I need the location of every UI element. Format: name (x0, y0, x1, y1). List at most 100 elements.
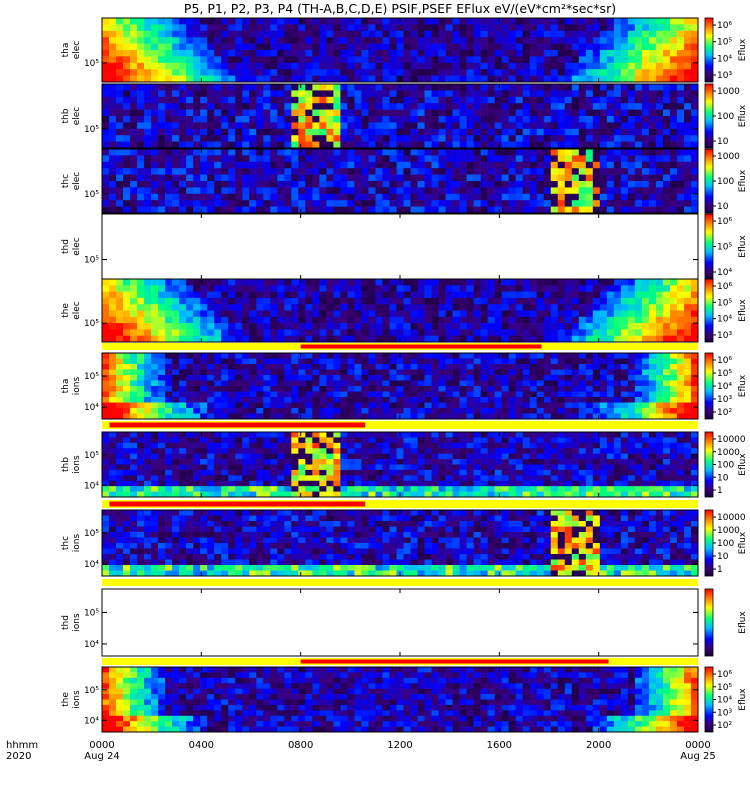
panel-ylabel-species: elec (72, 172, 82, 191)
spectrogram-cell (263, 174, 271, 182)
spectrogram-cell (200, 475, 208, 482)
spectrogram-cell (165, 75, 173, 83)
spectrogram-cell (158, 279, 166, 286)
spectrogram-cell (648, 187, 657, 195)
spectrogram-cell (508, 310, 516, 318)
spectrogram-cell (354, 168, 362, 175)
spectrogram-cell (340, 375, 348, 381)
spectrogram-cell (165, 24, 173, 32)
spectrogram-cell (214, 408, 222, 414)
spectrogram-cell (340, 358, 348, 365)
spectrogram-cell (613, 155, 622, 163)
spectrogram-cell (452, 402, 460, 409)
spectrogram-cell (368, 62, 376, 70)
spectrogram-cell (662, 135, 671, 142)
spectrogram-cell (109, 90, 117, 98)
spectrogram-cell (228, 469, 236, 476)
spectrogram-cell (109, 475, 117, 482)
spectrogram-cell (445, 69, 453, 76)
spectrogram-cell (501, 116, 509, 123)
spectrogram-cell (480, 141, 488, 149)
spectrogram-cell (298, 316, 306, 324)
spectrogram-cell (585, 391, 594, 398)
spectrogram-cell (403, 335, 411, 343)
spectrogram-cell (123, 453, 131, 460)
spectrogram-cell (522, 69, 531, 76)
spectrogram-cell (151, 181, 159, 188)
spectrogram-cell (116, 304, 124, 311)
spectrogram-cell (459, 56, 467, 64)
spectrogram-cell (417, 149, 425, 156)
spectrogram-cell (284, 491, 292, 498)
spectrogram-cell (214, 18, 222, 25)
spectrogram-cell (459, 168, 467, 175)
spectrogram-cell (172, 408, 180, 414)
spectrogram-cell (606, 391, 615, 398)
spectrogram-cell (207, 364, 215, 370)
spectrogram-cell (109, 161, 117, 169)
spectrogram-cell (515, 96, 523, 104)
spectrogram-cell (207, 391, 215, 398)
spectrogram-cell (361, 369, 369, 376)
spectrogram-cell (641, 149, 650, 156)
spectrogram-cell (690, 206, 699, 214)
spectrogram-cell (207, 24, 215, 32)
spectrogram-cell (312, 149, 320, 156)
spectrogram-cell (200, 353, 208, 359)
spectrogram-cell (263, 96, 271, 104)
spectrogram-cell (116, 380, 124, 387)
spectrogram-cell (172, 453, 180, 460)
spectrogram-cell (130, 109, 138, 117)
spectrogram-cell (165, 413, 173, 420)
spectrogram-cell (158, 442, 166, 449)
spectrogram-cell (242, 50, 250, 57)
spectrogram-cell (431, 329, 439, 336)
spectrogram-cell (410, 323, 418, 330)
spectrogram-cell (130, 193, 138, 201)
spectrogram-cell (144, 402, 152, 409)
spectrogram-cell (249, 135, 257, 142)
spectrogram-cell (109, 37, 117, 44)
spectrogram-cell (354, 206, 362, 214)
spectrogram-cell (515, 168, 523, 175)
spectrogram-cell (550, 375, 559, 381)
spectrogram-cell (494, 128, 502, 136)
spectrogram-cell (144, 453, 152, 460)
spectrogram-cell (249, 291, 257, 299)
spectrogram-cell (263, 486, 271, 492)
spectrogram-cell (186, 297, 194, 305)
spectrogram-cell (620, 193, 629, 201)
spectrogram-cell (200, 135, 208, 142)
spectrogram-cell (319, 181, 327, 188)
colorbar-tick-label: 10⁶ (717, 282, 732, 292)
spectrogram-cell (466, 391, 474, 398)
spectrogram-cell (235, 364, 243, 370)
spectrogram-cell (459, 323, 467, 330)
spectrogram-cell (522, 75, 531, 83)
spectrogram-cell (109, 96, 117, 104)
spectrogram-cell (424, 75, 432, 83)
spectrogram-cell (473, 122, 481, 130)
spectrogram-cell (144, 155, 152, 163)
spectrogram-cell (333, 335, 341, 343)
spectrogram-cell (473, 56, 481, 64)
spectrogram-cell (214, 193, 222, 201)
spectrogram-cell (179, 491, 187, 498)
spectrogram-cell (158, 24, 166, 32)
spectrogram-cell (207, 310, 215, 318)
spectrogram-cell (291, 168, 299, 175)
spectrogram-cell (347, 96, 355, 104)
spectrogram-cell (270, 386, 278, 392)
spectrogram-cell (690, 402, 699, 409)
spectrogram-cell (256, 193, 264, 201)
spectrogram-cell (291, 56, 299, 64)
spectrogram-cell (445, 316, 453, 324)
spectrogram-cell (242, 285, 250, 292)
spectrogram-cell (403, 397, 411, 403)
spectrogram-cell (172, 103, 180, 110)
spectrogram-cell (564, 316, 573, 324)
spectrogram-cell (158, 43, 166, 51)
spectrogram-cell (228, 459, 236, 465)
spectrogram-cell (354, 43, 362, 51)
spectrogram-cell (438, 135, 446, 142)
